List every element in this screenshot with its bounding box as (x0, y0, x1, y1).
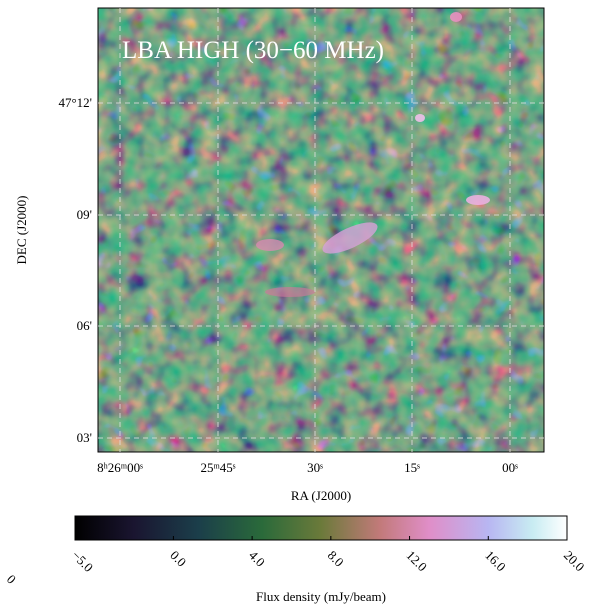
grid (98, 8, 544, 452)
colorbar-tick-label: 12.0 (403, 548, 430, 575)
colorbar-tick-label: 4.0 (246, 548, 268, 570)
x-tick-label: 15ˢ (404, 460, 420, 475)
image-frame (97, 7, 545, 453)
x-axis-label: RA (J2000) (291, 488, 351, 503)
y-tick-label: 09' (77, 207, 92, 222)
colorbar-tick-label: 16.0 (482, 548, 509, 575)
x-tick-label: 25ᵐ45ˢ (200, 460, 235, 475)
title: LBA HIGH (30−60 MHz) (122, 37, 384, 64)
colorbar-tick-label: 0.0 (167, 548, 189, 570)
y-axis-label: DEC (J2000) (14, 196, 29, 265)
colorbar-label: Flux density (mJy/beam) (256, 589, 386, 604)
colorbar-tick-label: −5.0 (69, 548, 96, 575)
colorbar (74, 515, 568, 541)
y-tick-labels: 47°12' 09' 06' 03' (58, 95, 92, 445)
x-tick-label: 8ʰ26ᵐ00ˢ (97, 460, 143, 475)
colorbar-ticks: −5.0 0.0 4.0 8.0 12.0 16.0 20.0 (69, 536, 588, 575)
map-image (98, 8, 544, 452)
x-tick-label: 00ˢ (502, 460, 518, 475)
y-tick-label: 03' (77, 430, 92, 445)
y-tick-label: 47°12' (58, 95, 92, 110)
stray-label: 0 (4, 572, 19, 587)
y-tick-label: 06' (77, 318, 92, 333)
x-tick-label: 30ˢ (307, 460, 323, 475)
x-tick-labels: 8ʰ26ᵐ00ˢ 25ᵐ45ˢ 30ˢ 15ˢ 00ˢ (97, 460, 518, 475)
colorbar-tick-label: 8.0 (325, 548, 347, 570)
colorbar-tick-label: 20.0 (561, 548, 588, 575)
